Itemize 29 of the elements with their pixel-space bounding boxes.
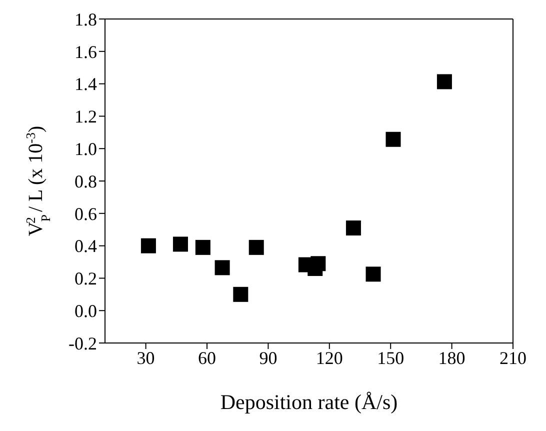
point [346, 220, 361, 236]
y-tick-label: 1.4 [74, 74, 97, 94]
point [386, 132, 401, 147]
y-tick-label: 0.4 [74, 236, 97, 256]
point [248, 240, 264, 255]
x-tick-label: 30 [136, 348, 155, 368]
y-tick-label: 1.6 [74, 42, 97, 62]
point [195, 240, 210, 255]
y-tick-label: 1.2 [74, 106, 97, 127]
x-tick-label: 120 [316, 348, 343, 368]
point [366, 266, 381, 282]
point [140, 238, 156, 254]
y-tick-label: 0.6 [74, 204, 97, 224]
x-tick-label: 150 [377, 348, 404, 368]
y-tick-label: -0.2 [68, 333, 97, 354]
y-tick-label: 1.8 [74, 9, 97, 30]
point [214, 260, 230, 276]
y-tick-label: 0.8 [74, 171, 97, 192]
x-axis-title: Deposition rate (Å/s) [220, 390, 398, 414]
y-tick-label: 1.0 [74, 138, 97, 159]
x-tick-label: 210 [500, 348, 526, 368]
point [436, 74, 452, 90]
x-tick-label: 90 [259, 348, 278, 368]
y-tick-label: 0.0 [74, 300, 97, 321]
y-tick-label: 0.2 [74, 268, 97, 289]
x-tick-label: 60 [198, 348, 216, 368]
point [172, 236, 188, 252]
x-tick-label: 180 [438, 348, 466, 368]
point [233, 286, 248, 302]
